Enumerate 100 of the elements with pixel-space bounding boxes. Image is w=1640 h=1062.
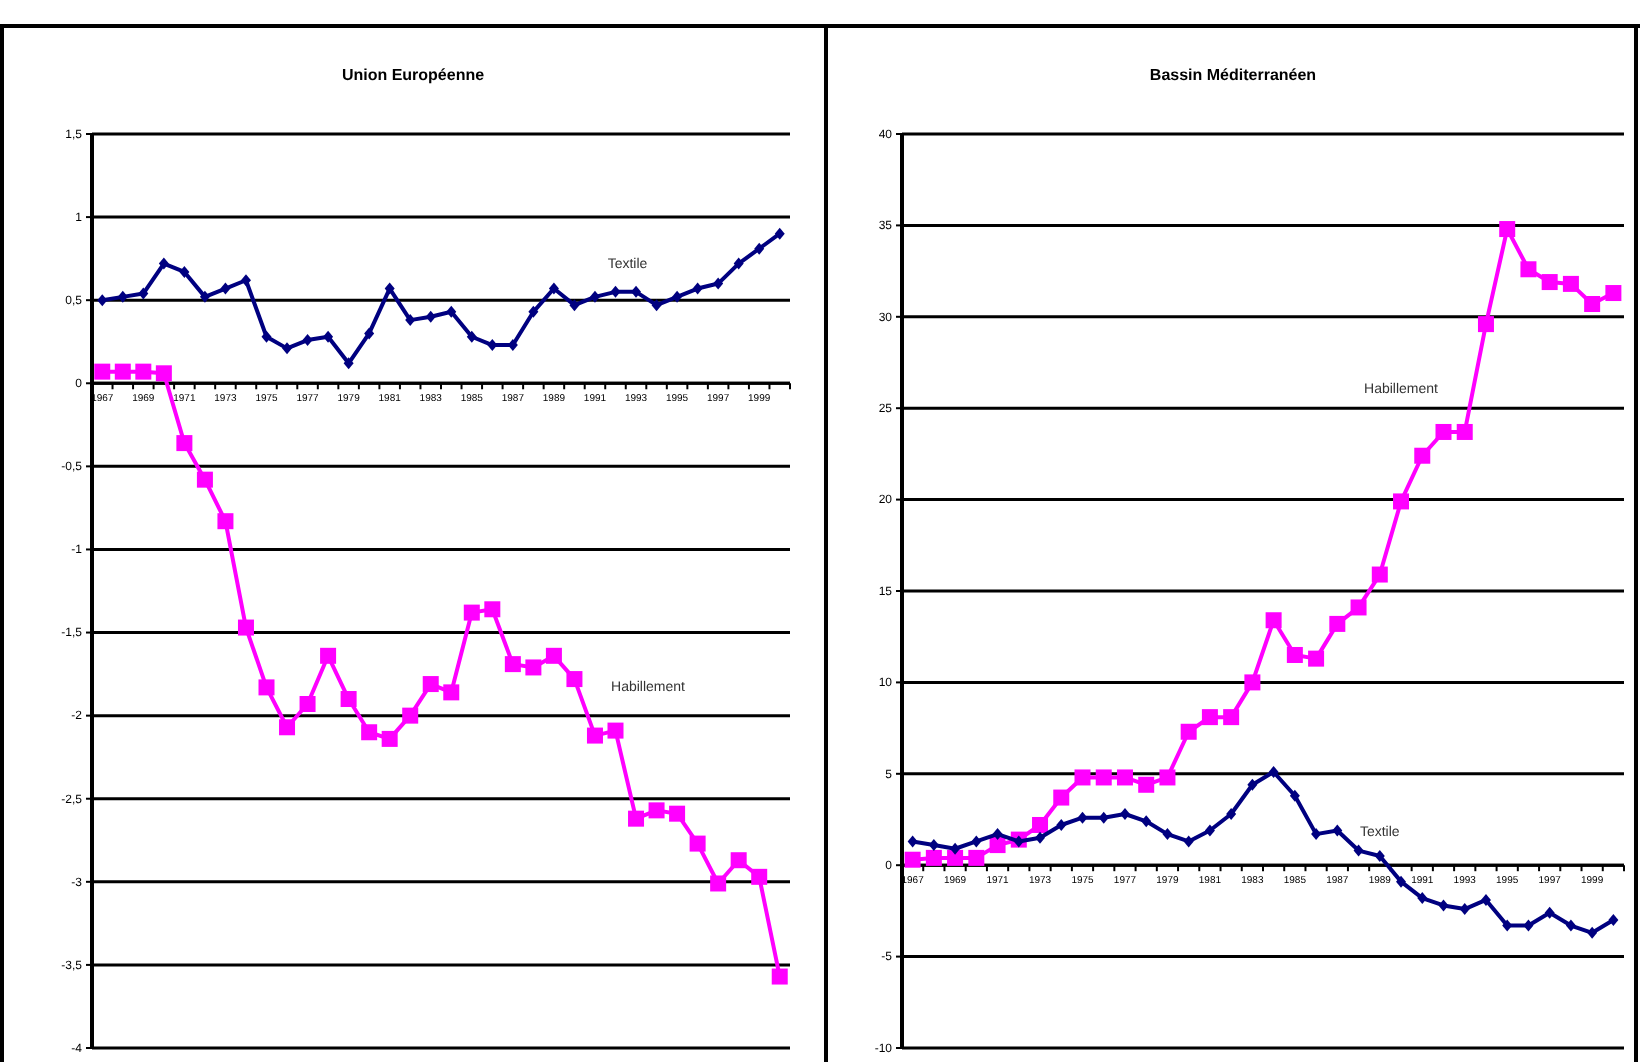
point <box>237 619 254 636</box>
point <box>1523 919 1534 932</box>
point <box>1201 709 1218 726</box>
point <box>1226 808 1237 821</box>
point <box>1244 674 1261 691</box>
point <box>1605 285 1622 302</box>
point <box>443 684 460 701</box>
point <box>733 257 744 270</box>
point <box>504 656 521 673</box>
point <box>1414 447 1431 464</box>
point <box>1520 261 1537 278</box>
point <box>1541 274 1558 291</box>
point <box>774 227 785 240</box>
point <box>196 471 213 488</box>
point <box>528 305 539 318</box>
point <box>589 290 600 303</box>
point <box>710 875 727 892</box>
point <box>1265 612 1282 629</box>
point <box>94 363 111 380</box>
point <box>1247 778 1258 791</box>
point <box>548 282 559 295</box>
point <box>384 282 395 295</box>
point <box>1286 646 1303 663</box>
point <box>282 342 293 355</box>
point <box>1289 789 1300 802</box>
point <box>607 722 624 739</box>
point <box>1417 892 1428 905</box>
point <box>1544 906 1555 919</box>
point <box>361 724 378 741</box>
point <box>199 290 210 303</box>
point <box>545 647 562 664</box>
point <box>1396 875 1407 888</box>
point <box>631 285 642 298</box>
point <box>950 842 961 855</box>
point <box>771 968 788 985</box>
point <box>446 305 457 318</box>
point <box>220 282 231 295</box>
point <box>402 707 419 724</box>
point <box>299 696 316 712</box>
point <box>279 719 296 736</box>
point <box>138 287 149 300</box>
point <box>114 363 131 380</box>
chart-title: Union Européenne <box>341 66 486 84</box>
point <box>1459 903 1470 916</box>
point <box>989 837 1006 854</box>
point <box>422 676 439 693</box>
point <box>343 357 354 370</box>
point <box>1311 828 1322 841</box>
point <box>323 330 334 343</box>
point <box>240 274 251 287</box>
point <box>525 659 542 676</box>
point <box>925 849 942 866</box>
point <box>135 363 152 380</box>
point <box>466 330 477 343</box>
point <box>947 849 964 866</box>
point <box>381 730 398 747</box>
point <box>992 828 1003 841</box>
point <box>97 294 108 307</box>
point <box>1374 850 1385 863</box>
point <box>1077 811 1088 824</box>
point <box>158 257 169 270</box>
point <box>713 277 724 290</box>
point <box>904 851 921 868</box>
point <box>1565 919 1576 932</box>
point <box>1499 221 1516 238</box>
point <box>1268 765 1279 778</box>
point <box>176 435 193 452</box>
point <box>1480 893 1491 906</box>
point <box>1204 824 1215 837</box>
point <box>1438 899 1449 912</box>
point <box>651 299 662 312</box>
point <box>1350 599 1367 616</box>
point <box>1032 816 1049 833</box>
point <box>484 601 501 618</box>
point <box>1138 776 1155 793</box>
point <box>320 647 337 664</box>
point <box>340 691 357 708</box>
point <box>672 290 683 303</box>
point <box>566 671 583 688</box>
point <box>968 849 985 866</box>
point <box>1159 769 1176 786</box>
point <box>628 810 645 827</box>
point <box>1608 914 1619 927</box>
point <box>1477 316 1494 333</box>
point <box>1180 723 1197 740</box>
point <box>610 285 621 298</box>
point <box>1329 615 1346 632</box>
point <box>928 839 939 852</box>
point <box>907 835 918 848</box>
chart-title: Bassin Méditerranéen <box>1149 66 1317 84</box>
point <box>217 513 234 530</box>
point <box>155 365 172 382</box>
point <box>692 282 703 295</box>
point <box>463 604 480 621</box>
point <box>179 265 190 278</box>
point <box>1035 831 1046 844</box>
point <box>1095 769 1112 786</box>
point <box>730 852 747 869</box>
point <box>669 805 686 822</box>
point <box>1456 423 1473 440</box>
